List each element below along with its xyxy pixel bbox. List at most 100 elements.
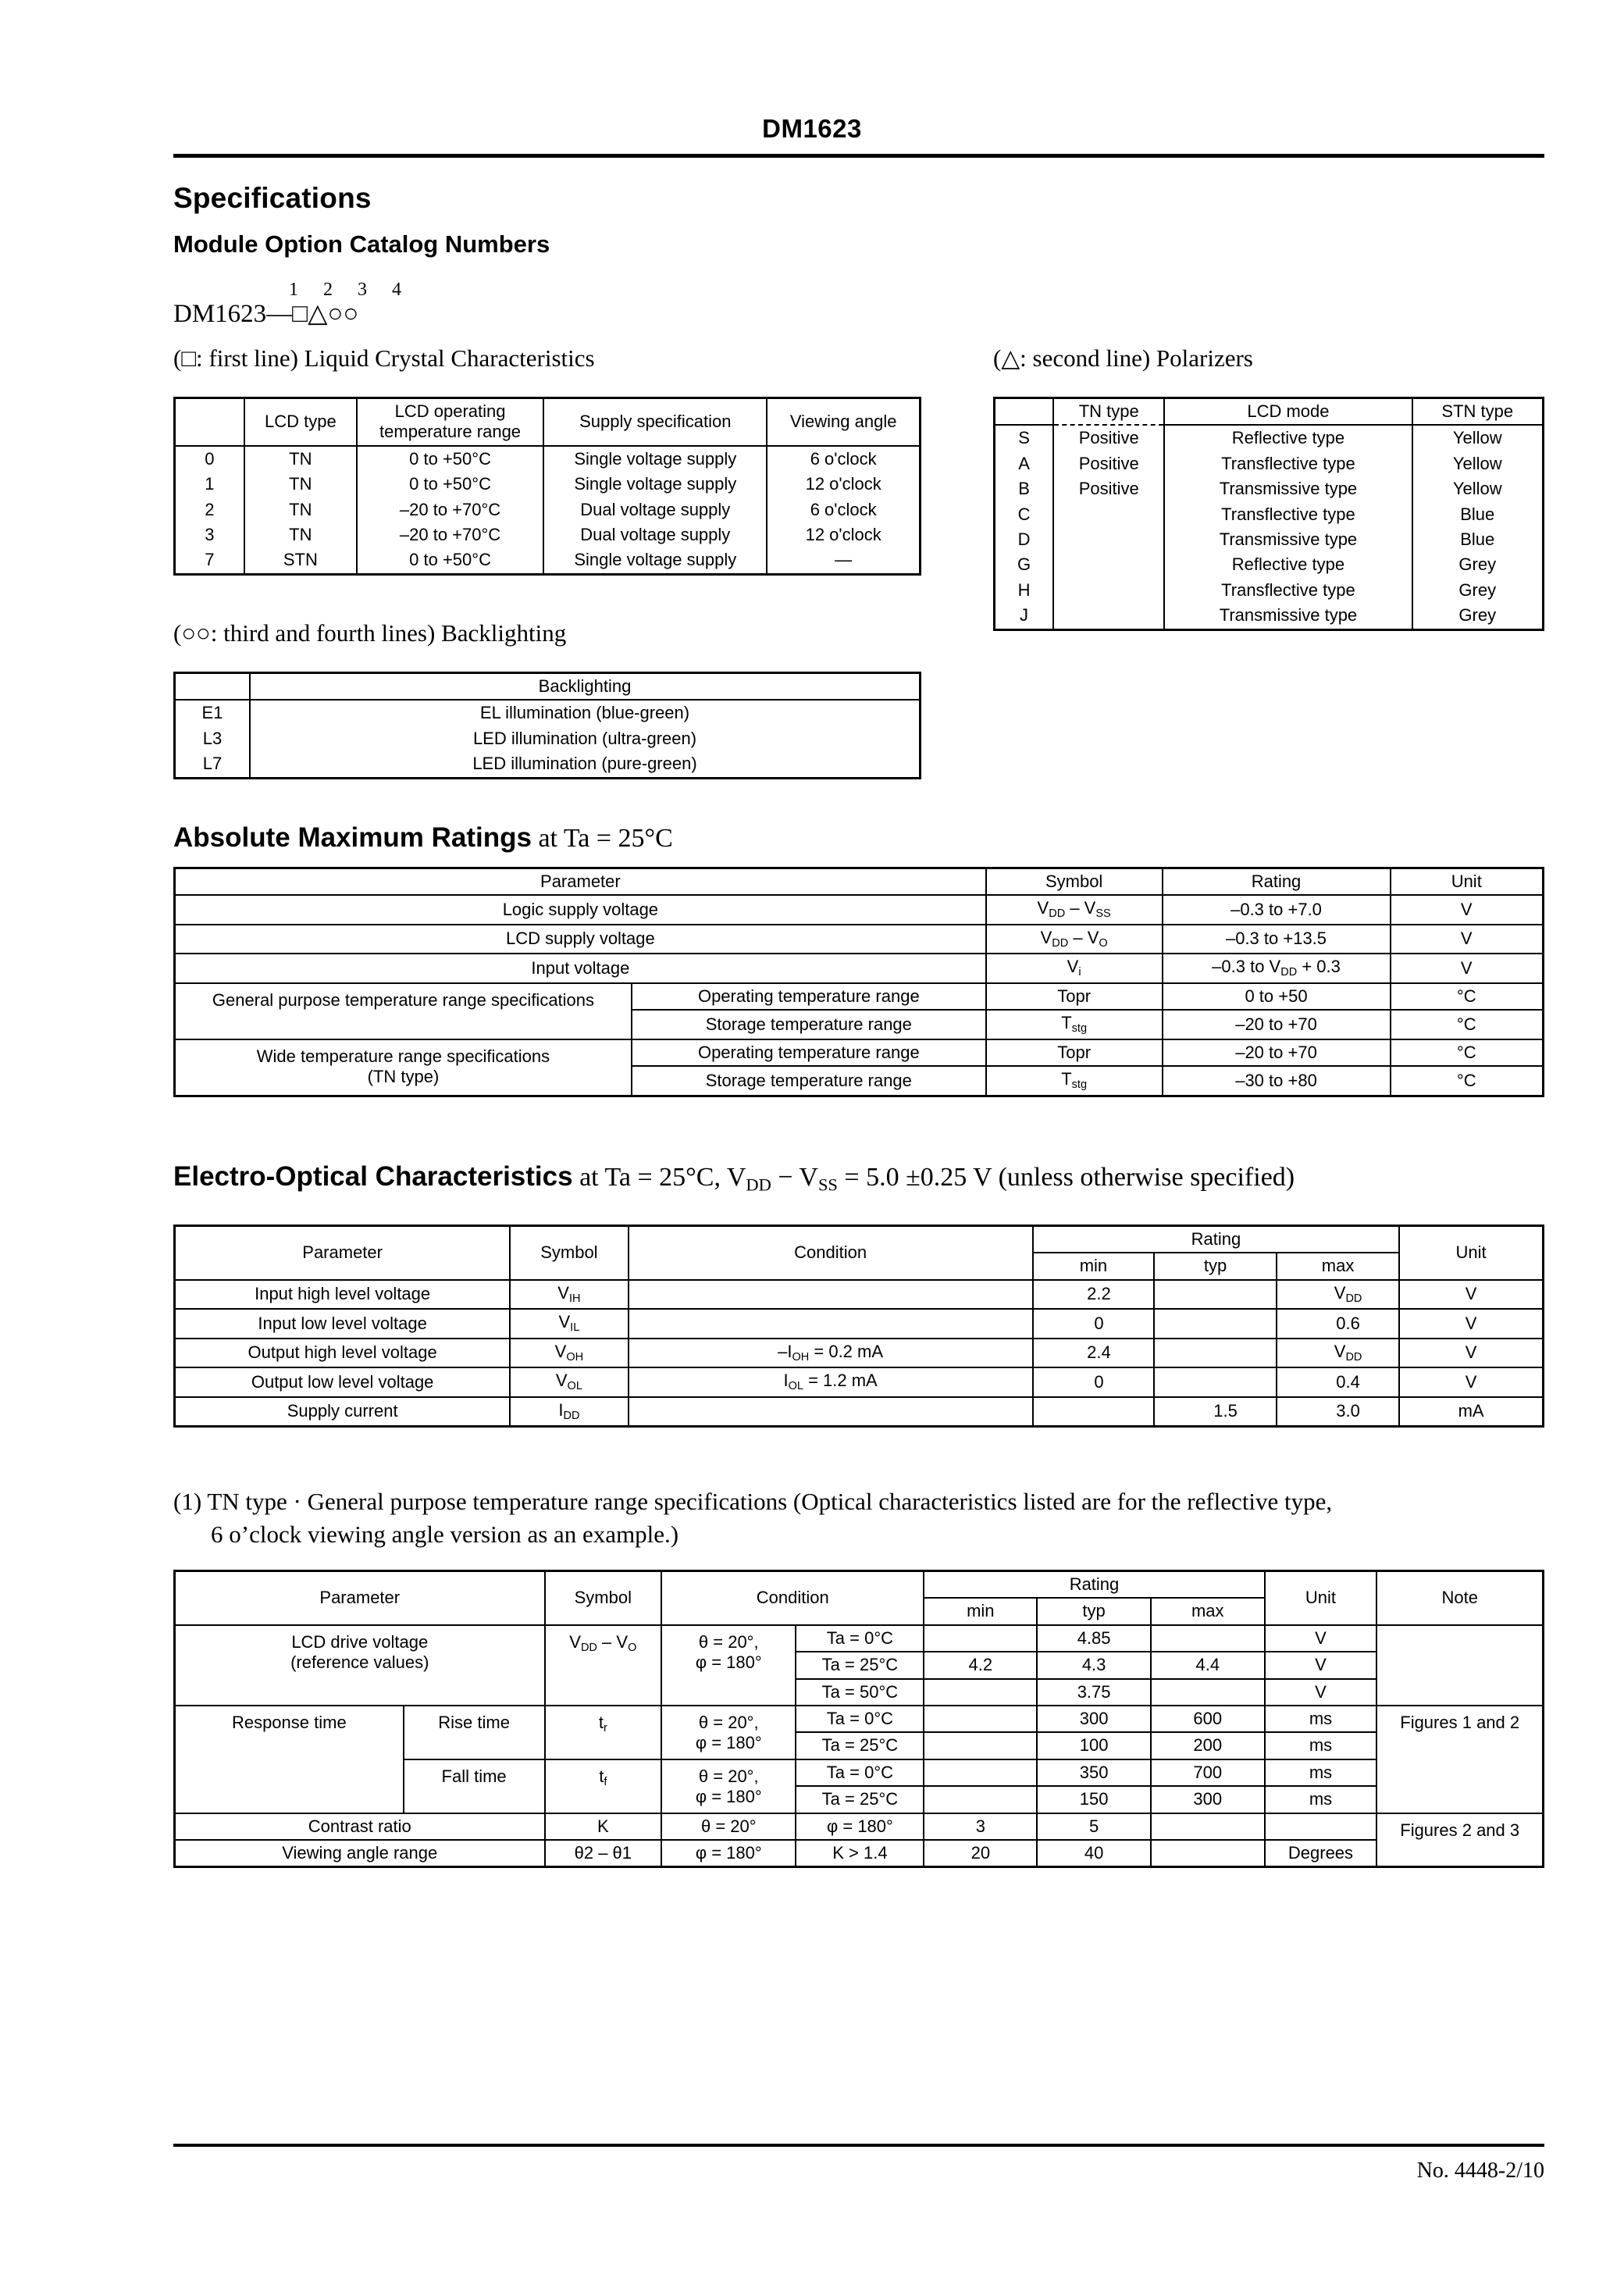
cell-tn-type — [1052, 603, 1165, 630]
cell-sub-parameter: Operating temperature range — [630, 982, 987, 1011]
table-row: E1 EL illumination (blue-green) — [173, 700, 921, 726]
col-unit: Unit — [1398, 1225, 1544, 1281]
cell-code: A — [993, 451, 1055, 477]
table-header-row: Parameter Symbol Rating Unit — [173, 867, 1544, 897]
polarizers-table: TN type LCD mode STN type S Positive Refle… — [993, 397, 1544, 631]
cell-sub-parameter: Fall time — [402, 1758, 546, 1814]
cell-lcd-mode: Transmissive type — [1163, 603, 1413, 630]
table-row: G Reflective type Grey — [993, 552, 1544, 578]
eo-sub-ss: SS — [817, 1175, 838, 1195]
cell-rating-min: 2.2 — [1031, 1278, 1156, 1310]
table-row: S Positive Reflective type Yellow — [993, 425, 1544, 451]
eo-sub-dd: DD — [746, 1175, 771, 1195]
cell-rating-typ: 150 — [1036, 1785, 1152, 1814]
cell-lcd-type: TN — [243, 497, 358, 522]
backlighting-table: Backlighting E1 EL illumination (blue-gre… — [173, 672, 921, 779]
cell-rating-min — [923, 1758, 1038, 1788]
cell-rating-typ: 3.75 — [1036, 1677, 1152, 1706]
table-row: Ta = 25°C 4.2 4.3 4.4 V — [175, 1651, 1544, 1680]
table-row: Response time Rise time tr θ = 20°, φ = 180°… — [173, 1704, 1544, 1814]
cell-rating-typ — [1153, 1367, 1277, 1398]
cell-condition-temp: Ta = 25°C — [795, 1651, 925, 1680]
table-row: B Positive Transmissive type Yellow — [993, 476, 1544, 502]
cell-stn-type: Grey — [1411, 552, 1544, 578]
cell-rating-min — [923, 1624, 1038, 1653]
cell-symbol: K — [543, 1812, 663, 1841]
col-rating: Rating — [1031, 1225, 1401, 1254]
cell-unit: V — [1263, 1651, 1378, 1680]
cell-rating-typ — [1153, 1308, 1277, 1339]
cell-unit: Degrees — [1263, 1838, 1378, 1868]
cell-parameter: Logic supply voltage — [173, 894, 987, 925]
cell-parameter: Output low level voltage — [173, 1367, 511, 1398]
cell-unit: V — [1398, 1337, 1544, 1369]
table-row: Ta = 50°C 3.75 V — [175, 1677, 1544, 1706]
table-row: Wide temperature range specifications (TN… — [173, 1038, 1544, 1097]
table-row: 0 TN 0 to +50°C Single voltage supply 6 o'cl… — [173, 445, 921, 472]
col-temp-range-line1: LCD operating — [394, 401, 506, 421]
col-condition: Condition — [627, 1225, 1034, 1281]
col-tn-type: TN type — [1052, 397, 1166, 426]
col-lcd-mode: LCD mode — [1163, 397, 1413, 426]
cell-sub-parameter: Rise time — [402, 1704, 546, 1760]
cell-rating: –20 to +70 — [1161, 1038, 1391, 1068]
cell-code: E1 — [173, 700, 251, 726]
cell-parameter: Input voltage — [173, 953, 987, 984]
cell-parameter: Supply current — [173, 1396, 511, 1428]
table-row: Ta = 25°C 100 200 ms — [175, 1731, 1544, 1760]
cell-rating: –30 to +80 — [1161, 1065, 1391, 1097]
cell-rating-min: 4.2 — [923, 1651, 1038, 1680]
cell-symbol: tf — [543, 1758, 663, 1814]
col-rating: Rating — [923, 1570, 1266, 1599]
col-code — [173, 397, 245, 447]
cell-rating-min — [923, 1731, 1038, 1760]
absolute-maximum-ratings-table: Parameter Symbol Rating Unit Logic suppl… — [173, 867, 1544, 1097]
cell-stn-type: Blue — [1411, 501, 1544, 527]
cell-lcd-mode: Transflective type — [1163, 501, 1413, 527]
cell-parameter: Response time — [173, 1704, 404, 1814]
cell-rating-max: 600 — [1149, 1704, 1266, 1734]
table-header-row: Backlighting — [173, 672, 921, 701]
cell-lcd-type: TN — [243, 472, 358, 497]
cell-rating-typ: 350 — [1036, 1758, 1152, 1788]
cell-condition — [627, 1396, 1034, 1428]
col-unit: Unit — [1263, 1570, 1378, 1626]
page-header-title: DM1623 — [762, 114, 862, 143]
cell-condition-angle: φ = 180° — [661, 1838, 797, 1868]
cell-condition-temp: φ = 180° — [795, 1812, 925, 1841]
cell-note — [1376, 1624, 1544, 1706]
cell-parameter: Input high level voltage — [173, 1278, 511, 1310]
col-note: Note — [1376, 1570, 1544, 1626]
table-row: L7 LED illumination (pure-green) — [173, 751, 921, 779]
cell-symbol: Topr — [985, 982, 1163, 1011]
cell-rating: –0.3 to +13.5 — [1161, 923, 1391, 955]
cell-code: J — [993, 603, 1055, 630]
cell-code: C — [993, 501, 1055, 527]
col-rating-max: max — [1275, 1252, 1401, 1281]
col-code — [993, 397, 1055, 426]
cell-stn-type: Yellow — [1411, 476, 1544, 502]
cell-lcd-mode: Transmissive type — [1163, 476, 1413, 502]
lcd-characteristics-table: LCD type LCD operating temperature range… — [173, 397, 921, 576]
cell-backlighting: LED illumination (pure-green) — [249, 751, 921, 779]
cell-rating-max: 3.0 — [1275, 1396, 1401, 1428]
cell-rating: –20 to +70 — [1161, 1009, 1391, 1040]
cell-symbol: Vi — [985, 953, 1163, 984]
abs-max-ratings-heading: Absolute Maximum Ratings at Ta = 25°C — [173, 822, 673, 854]
cell-unit: °C — [1389, 1038, 1544, 1068]
table-row: C Transflective type Blue — [993, 501, 1544, 527]
col-parameter: Parameter — [173, 867, 987, 897]
table-row: J Transmissive type Grey — [993, 603, 1544, 630]
cell-code: 1 — [173, 472, 245, 497]
table-row: Output high level voltage VOH –IOH = 0.2 m… — [173, 1337, 1544, 1369]
cell-code: 3 — [173, 522, 245, 548]
table-row: General purpose temperature range specif… — [173, 982, 1544, 1040]
cell-rating-min — [1031, 1396, 1156, 1428]
cell-stn-type: Grey — [1411, 577, 1544, 604]
table-header-row-top: Parameter Symbol Condition Rating Unit N… — [173, 1570, 1544, 1626]
cell-parameter: Output high level voltage — [173, 1337, 511, 1369]
cell-code: B — [993, 476, 1055, 502]
cell-stn-type: Yellow — [1411, 425, 1544, 451]
